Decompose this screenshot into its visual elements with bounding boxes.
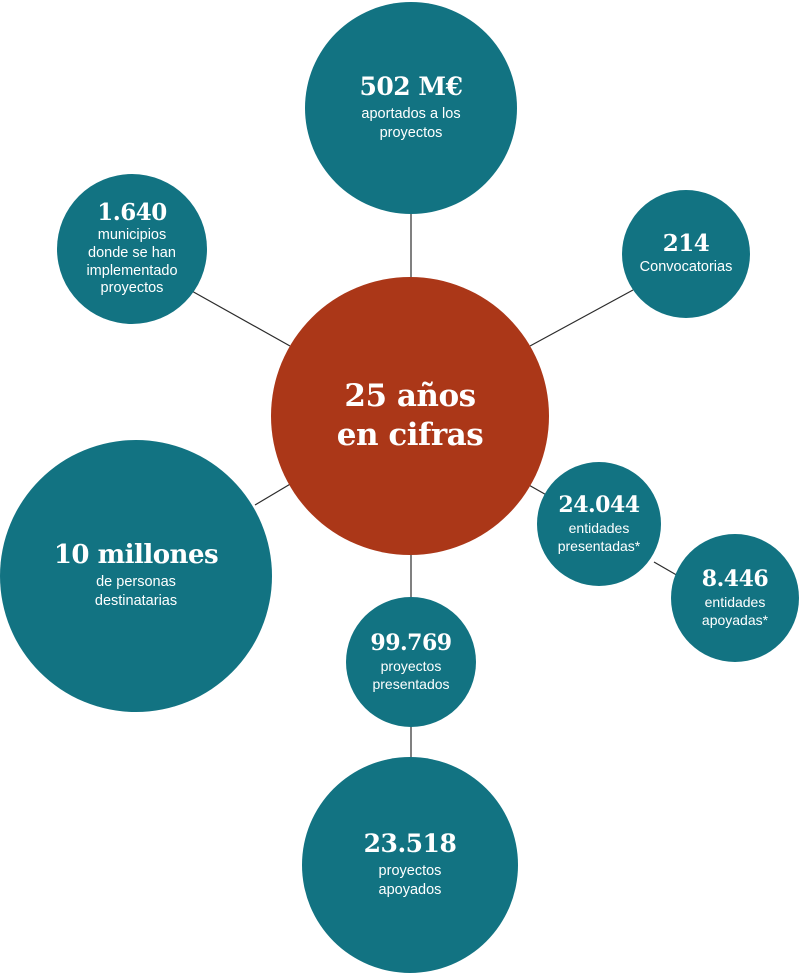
- aportados-label: aportados a los proyectos: [361, 105, 461, 141]
- center-title-line2: en cifras: [336, 417, 484, 453]
- bubble-entidades-presentadas: 24.044 entidades presentadas*: [537, 462, 661, 586]
- connector-convocatorias: [529, 289, 634, 347]
- entidades-apoyadas-label: entidades apoyadas*: [701, 593, 769, 629]
- proyectos-presentados-label: proyectos presentados: [372, 657, 450, 693]
- bubble-proyectos-presentados: 99.769 proyectos presentados: [346, 597, 476, 727]
- aportados-value: 502 M€: [359, 72, 463, 102]
- center-title-line1: 25 años: [344, 378, 476, 415]
- municipios-value: 1.640: [97, 198, 167, 226]
- bubble-entidades-apoyadas: 8.446 entidades apoyadas*: [671, 534, 799, 662]
- proyectos-apoyados-label: proyectos apoyados: [378, 862, 442, 898]
- convocatorias-label: Convocatorias: [639, 259, 733, 276]
- municipios-label: municipios donde se han implementado pro…: [86, 227, 178, 297]
- bubble-personas: 10 millones de personas destinatarias: [0, 440, 272, 712]
- personas-value: 10 millones: [53, 539, 219, 570]
- bubble-proyectos-apoyados: 23.518 proyectos apoyados: [302, 757, 518, 973]
- personas-label: de personas destinatarias: [94, 574, 178, 610]
- connector-municipios: [189, 289, 291, 347]
- entidades-presentadas-label: entidades presentadas*: [557, 519, 641, 555]
- proyectos-presentados-value: 99.769: [370, 629, 452, 656]
- entidades-presentadas-value: 24.044: [558, 491, 640, 518]
- convocatorias-value: 214: [662, 229, 710, 257]
- center-bubble: 25 años en cifras: [271, 277, 549, 555]
- bubble-convocatorias: 214 Convocatorias: [622, 190, 750, 318]
- bubble-municipios: 1.640 municipios donde se han implementa…: [57, 174, 207, 324]
- bubble-aportados: 502 M€ aportados a los proyectos: [305, 2, 517, 214]
- entidades-apoyadas-value: 8.446: [701, 565, 769, 592]
- proyectos-apoyados-value: 23.518: [363, 829, 457, 859]
- connector-personas: [254, 482, 293, 506]
